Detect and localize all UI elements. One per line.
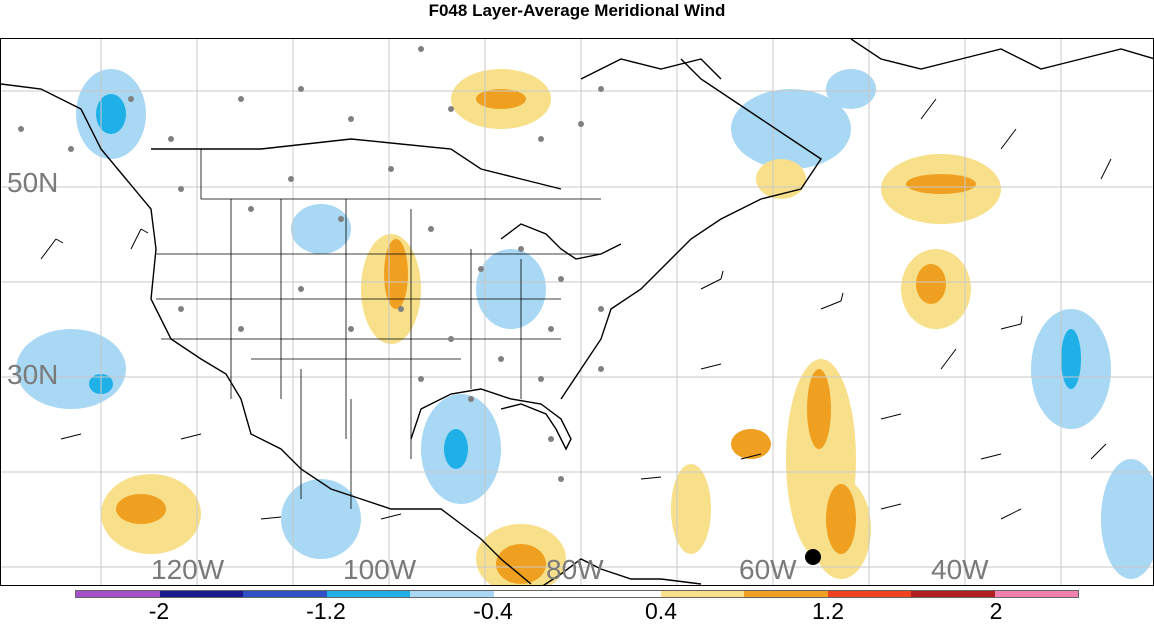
negative-wind-areas [16, 69, 1153, 579]
colorbar-swatch [326, 591, 410, 597]
lat-label-30n: 30N [7, 359, 59, 390]
colorbar-swatch [159, 591, 243, 597]
colorbar-swatch [577, 591, 661, 597]
colorbar-tick: -1.2 [306, 598, 346, 624]
colorbar-tick: 2 [989, 598, 1003, 624]
colorbar-swatch [744, 591, 828, 597]
lat-label-50n: 50N [7, 167, 59, 198]
colorbar-swatch [911, 591, 995, 597]
colorbar [75, 590, 1079, 598]
lon-label-80w: 80W [546, 554, 604, 585]
map-panel: 50N 30N 120W 100W 80W 60W 40W [0, 38, 1154, 586]
state-borders [156, 149, 601, 509]
wind-barbs [40, 98, 1112, 520]
colorbar-swatch [827, 591, 911, 597]
lon-label-40w: 40W [931, 554, 989, 585]
lat-lon-grid [1, 39, 1153, 585]
lon-label-60w: 60W [739, 554, 797, 585]
colorbar-tick: -0.4 [473, 598, 513, 624]
lon-label-120w: 120W [151, 554, 225, 585]
colorbar-tick: 0.4 [645, 598, 677, 624]
colorbar-tick: 1.2 [812, 598, 844, 624]
colorbar-swatch [994, 591, 1078, 597]
colorbar-tick: -2 [148, 598, 170, 624]
coastlines [1, 39, 1153, 585]
colorbar-swatch [76, 591, 160, 597]
colorbar-swatch [493, 591, 577, 597]
colorbar-swatch [660, 591, 744, 597]
chart-title: F048 Layer-Average Meridional Wind [428, 1, 726, 20]
positive-wind-areas [101, 69, 1001, 585]
station-markers [18, 46, 604, 482]
colorbar-ticks: -2 -1.2 -0.4 0.4 1.2 2 [0, 598, 1154, 624]
colorbar-swatch [410, 591, 494, 597]
storm-position-marker [805, 549, 821, 565]
map-canvas [1, 39, 1153, 585]
colorbar-swatch [243, 591, 327, 597]
lon-label-100w: 100W [343, 554, 417, 585]
